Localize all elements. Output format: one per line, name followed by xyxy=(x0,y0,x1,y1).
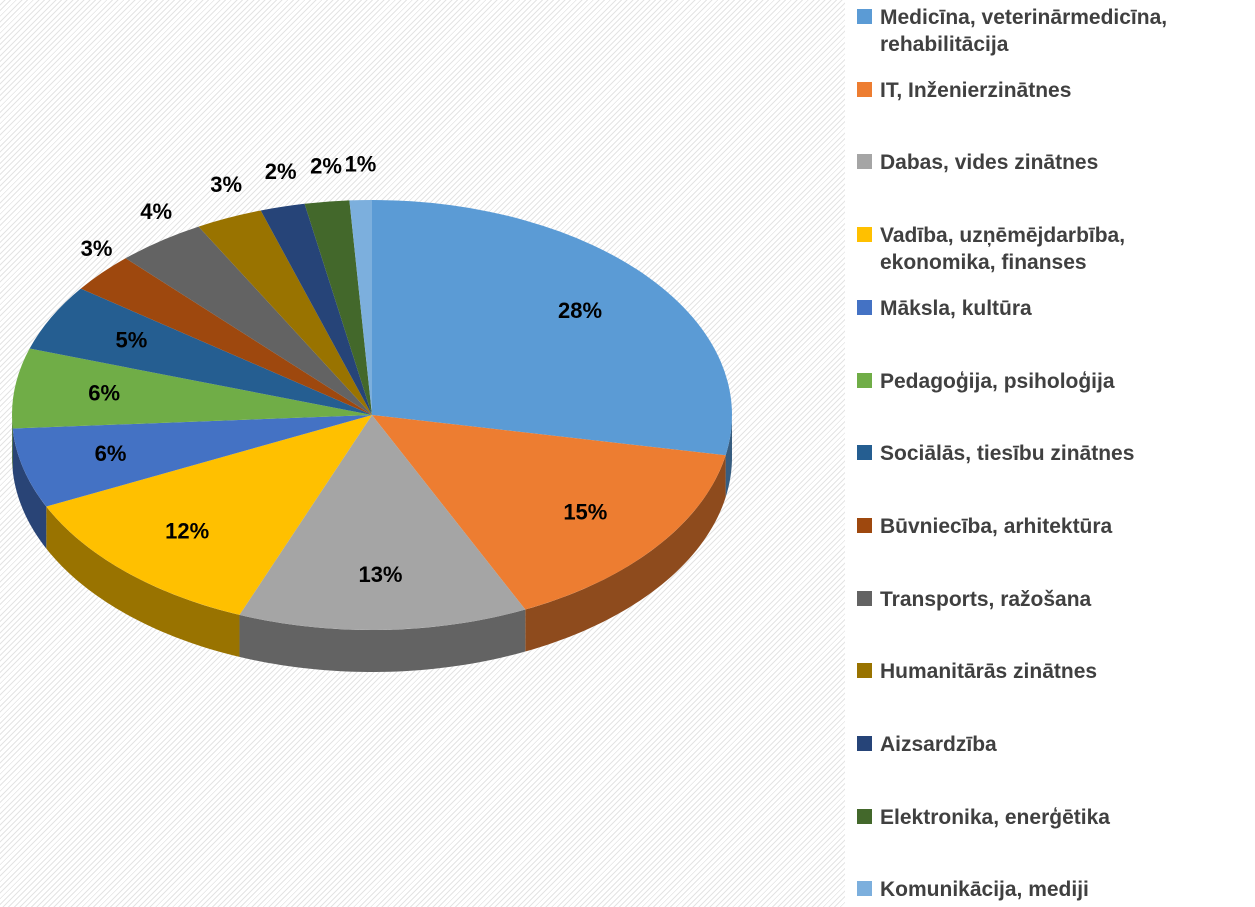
pie-slice xyxy=(198,210,372,415)
legend-label: Aizsardzība xyxy=(880,733,997,756)
legend-swatch xyxy=(857,445,872,461)
pie-area: 28%15%13%12%6%6%5%3%4%3%2% 2% 1% xyxy=(12,152,733,672)
legend-swatch xyxy=(857,736,872,751)
legend-swatch xyxy=(857,808,872,824)
data-label: 3% xyxy=(81,236,113,261)
legend-item: Elektronika, enerģētika xyxy=(857,804,1247,831)
legend-label: Pedagoģija, psiholoģija xyxy=(880,369,1115,393)
pie-side xyxy=(239,609,526,672)
data-label: 13% xyxy=(358,562,402,587)
legend-item: Komunikācija, mediji xyxy=(857,876,1247,903)
legend-label: Māksla, kultūra xyxy=(880,296,1032,320)
pie-slice xyxy=(46,415,372,615)
legend-item: Būvniecība, arhitektūra xyxy=(857,513,1247,540)
legend-item: Sociālās, tiesību zinātnes xyxy=(857,440,1247,467)
legend-item: Māksla, kultūra xyxy=(857,295,1247,322)
legend: Medicīna, veterinārmedicīna, rehabilitāc… xyxy=(845,0,1255,907)
pie-slice xyxy=(125,226,372,415)
legend-item: Dabas, vides zinātnes xyxy=(857,149,1247,176)
data-label: 12% xyxy=(165,518,209,543)
data-label: 4% xyxy=(140,199,172,224)
pie-side xyxy=(12,415,13,471)
legend-item: Medicīna, veterinārmedicīna, rehabilitāc… xyxy=(857,4,1247,58)
pie-slice xyxy=(260,203,372,415)
legend-label: Sociālās, tiesību zinātnes xyxy=(880,442,1135,466)
legend-label: Medicīna, veterinārmedicīna, rehabilitāc… xyxy=(880,6,1168,56)
legend-swatch xyxy=(857,9,872,24)
legend-label: Humanitārās zinātnes xyxy=(880,660,1098,684)
legend-label: Elektronika, enerģētika xyxy=(880,805,1110,829)
legend-label: Transports, ražošana xyxy=(880,587,1092,611)
data-label: 5% xyxy=(116,328,148,353)
data-label: 3% xyxy=(210,172,242,197)
legend-item: Transports, ražošana xyxy=(857,586,1247,613)
data-label: 2% xyxy=(265,159,297,184)
data-label: 6% xyxy=(88,381,120,406)
data-label: 6% xyxy=(95,441,127,466)
pie-slice xyxy=(304,200,372,415)
legend-swatch xyxy=(857,663,872,679)
legend-swatch xyxy=(857,517,872,533)
legend-swatch xyxy=(857,154,872,170)
data-label: 28% xyxy=(558,298,602,323)
legend-swatch xyxy=(857,227,872,243)
data-label: 15% xyxy=(563,500,607,525)
legend-swatch xyxy=(857,299,872,315)
pie-slice xyxy=(12,348,372,429)
pie-side xyxy=(12,428,47,549)
pie-slice xyxy=(80,258,373,415)
legend-label: Dabas, vides zinātnes xyxy=(880,151,1099,175)
legend-swatch xyxy=(857,881,872,897)
data-label: 2% xyxy=(310,153,342,178)
legend-swatch xyxy=(857,81,872,97)
pie-side xyxy=(725,415,732,498)
pie-slice xyxy=(29,288,372,415)
legend-label: IT, Inženierzinātnes xyxy=(880,78,1072,102)
pie-slice xyxy=(12,415,372,507)
data-label: 1% xyxy=(345,152,377,177)
pie-side xyxy=(525,455,726,652)
legend-label: Komunikācija, mediji xyxy=(880,878,1089,902)
legend-item: Pedagoģija, psiholoģija xyxy=(857,368,1247,395)
legend-label: Vadība, uzņēmējdarbība, ekonomika, finan… xyxy=(880,224,1126,275)
legend-item: IT, Inženierzinātnes xyxy=(857,77,1247,104)
legend-item: Vadība, uzņēmējdarbība, ekonomika, finan… xyxy=(857,222,1247,276)
pie-slice xyxy=(349,200,372,415)
legend-swatch xyxy=(857,372,872,388)
pie-side xyxy=(46,506,240,657)
pie-slice xyxy=(372,200,733,456)
legend-label: Būvniecība, arhitektūra xyxy=(880,514,1113,538)
pie-slice xyxy=(239,415,526,630)
legend-swatch xyxy=(857,590,872,606)
pie-slice xyxy=(372,415,726,610)
legend-item: Humanitārās zinātnes xyxy=(857,658,1247,685)
legend-item: Aizsardzība xyxy=(857,731,1247,758)
